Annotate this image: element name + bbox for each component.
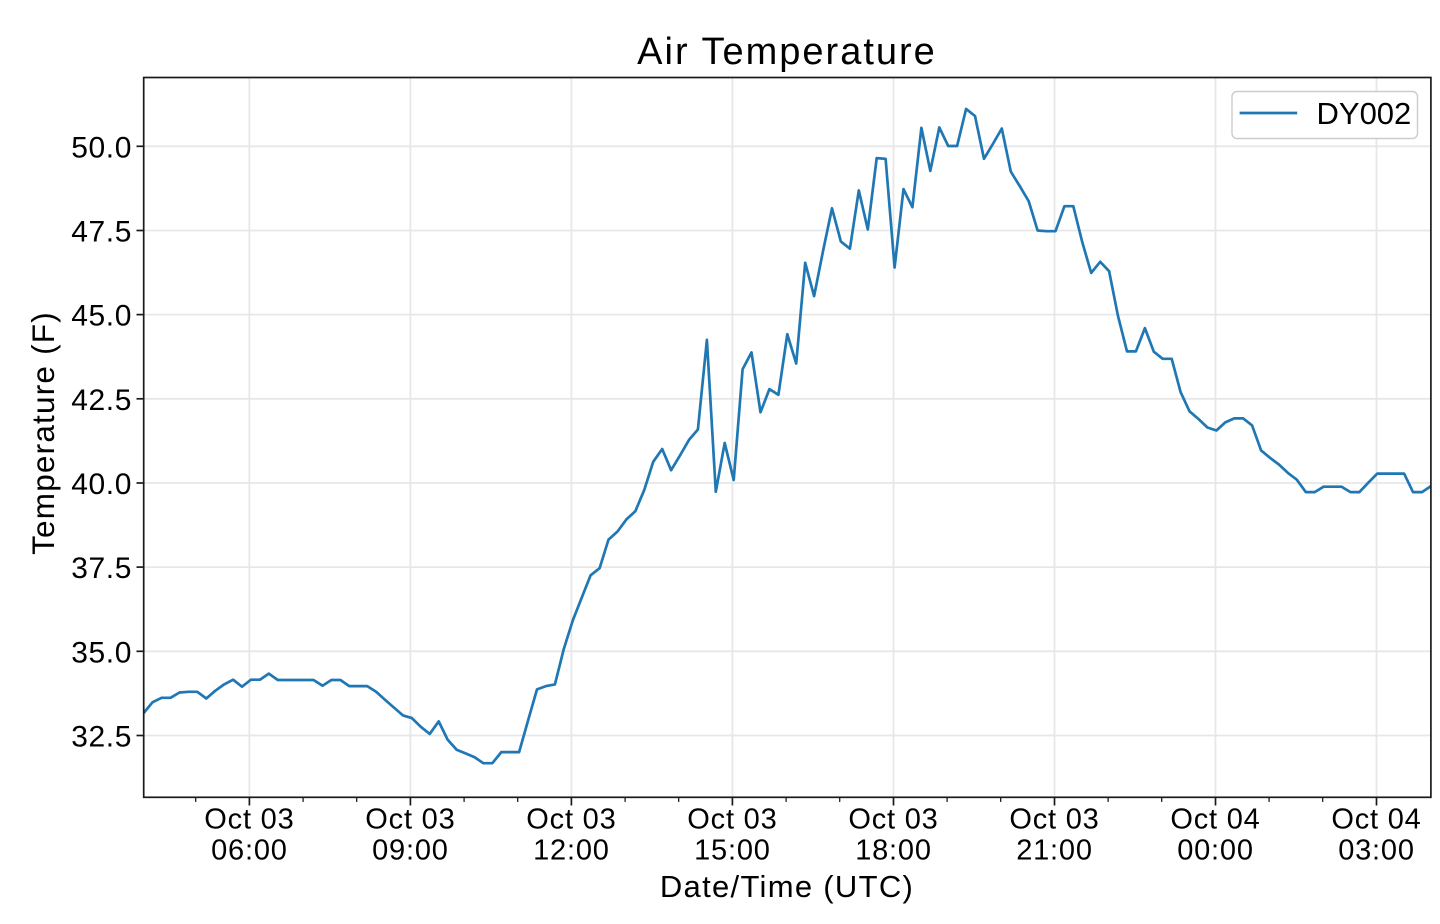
svg-text:Oct 03: Oct 03 [365,804,455,836]
svg-text:12:00: 12:00 [533,835,610,867]
svg-text:18:00: 18:00 [855,835,932,867]
svg-text:Oct 04: Oct 04 [1170,804,1260,836]
svg-text:42.5: 42.5 [71,384,132,417]
svg-text:Oct 03: Oct 03 [687,804,777,836]
svg-text:40.0: 40.0 [71,468,132,501]
svg-text:Oct 03: Oct 03 [526,804,616,836]
svg-text:47.5: 47.5 [71,216,132,249]
svg-text:Oct 03: Oct 03 [1009,804,1099,836]
svg-text:35.0: 35.0 [71,636,132,669]
svg-text:45.0: 45.0 [71,300,132,333]
svg-text:03:00: 03:00 [1338,835,1415,867]
svg-text:32.5: 32.5 [71,721,132,754]
svg-text:Oct 04: Oct 04 [1331,804,1421,836]
svg-text:00:00: 00:00 [1177,835,1254,867]
svg-text:Oct 03: Oct 03 [204,804,294,836]
svg-text:50.0: 50.0 [71,131,132,164]
svg-text:21:00: 21:00 [1016,835,1093,867]
svg-text:Air Temperature: Air Temperature [637,31,937,73]
svg-text:15:00: 15:00 [694,835,771,867]
svg-text:Date/Time (UTC): Date/Time (UTC) [660,869,914,904]
svg-text:DY002: DY002 [1317,96,1412,131]
svg-text:Temperature (F): Temperature (F) [25,311,61,555]
svg-text:37.5: 37.5 [71,552,132,585]
svg-text:09:00: 09:00 [372,835,449,867]
svg-text:06:00: 06:00 [211,835,288,867]
svg-text:Oct 03: Oct 03 [848,804,938,836]
